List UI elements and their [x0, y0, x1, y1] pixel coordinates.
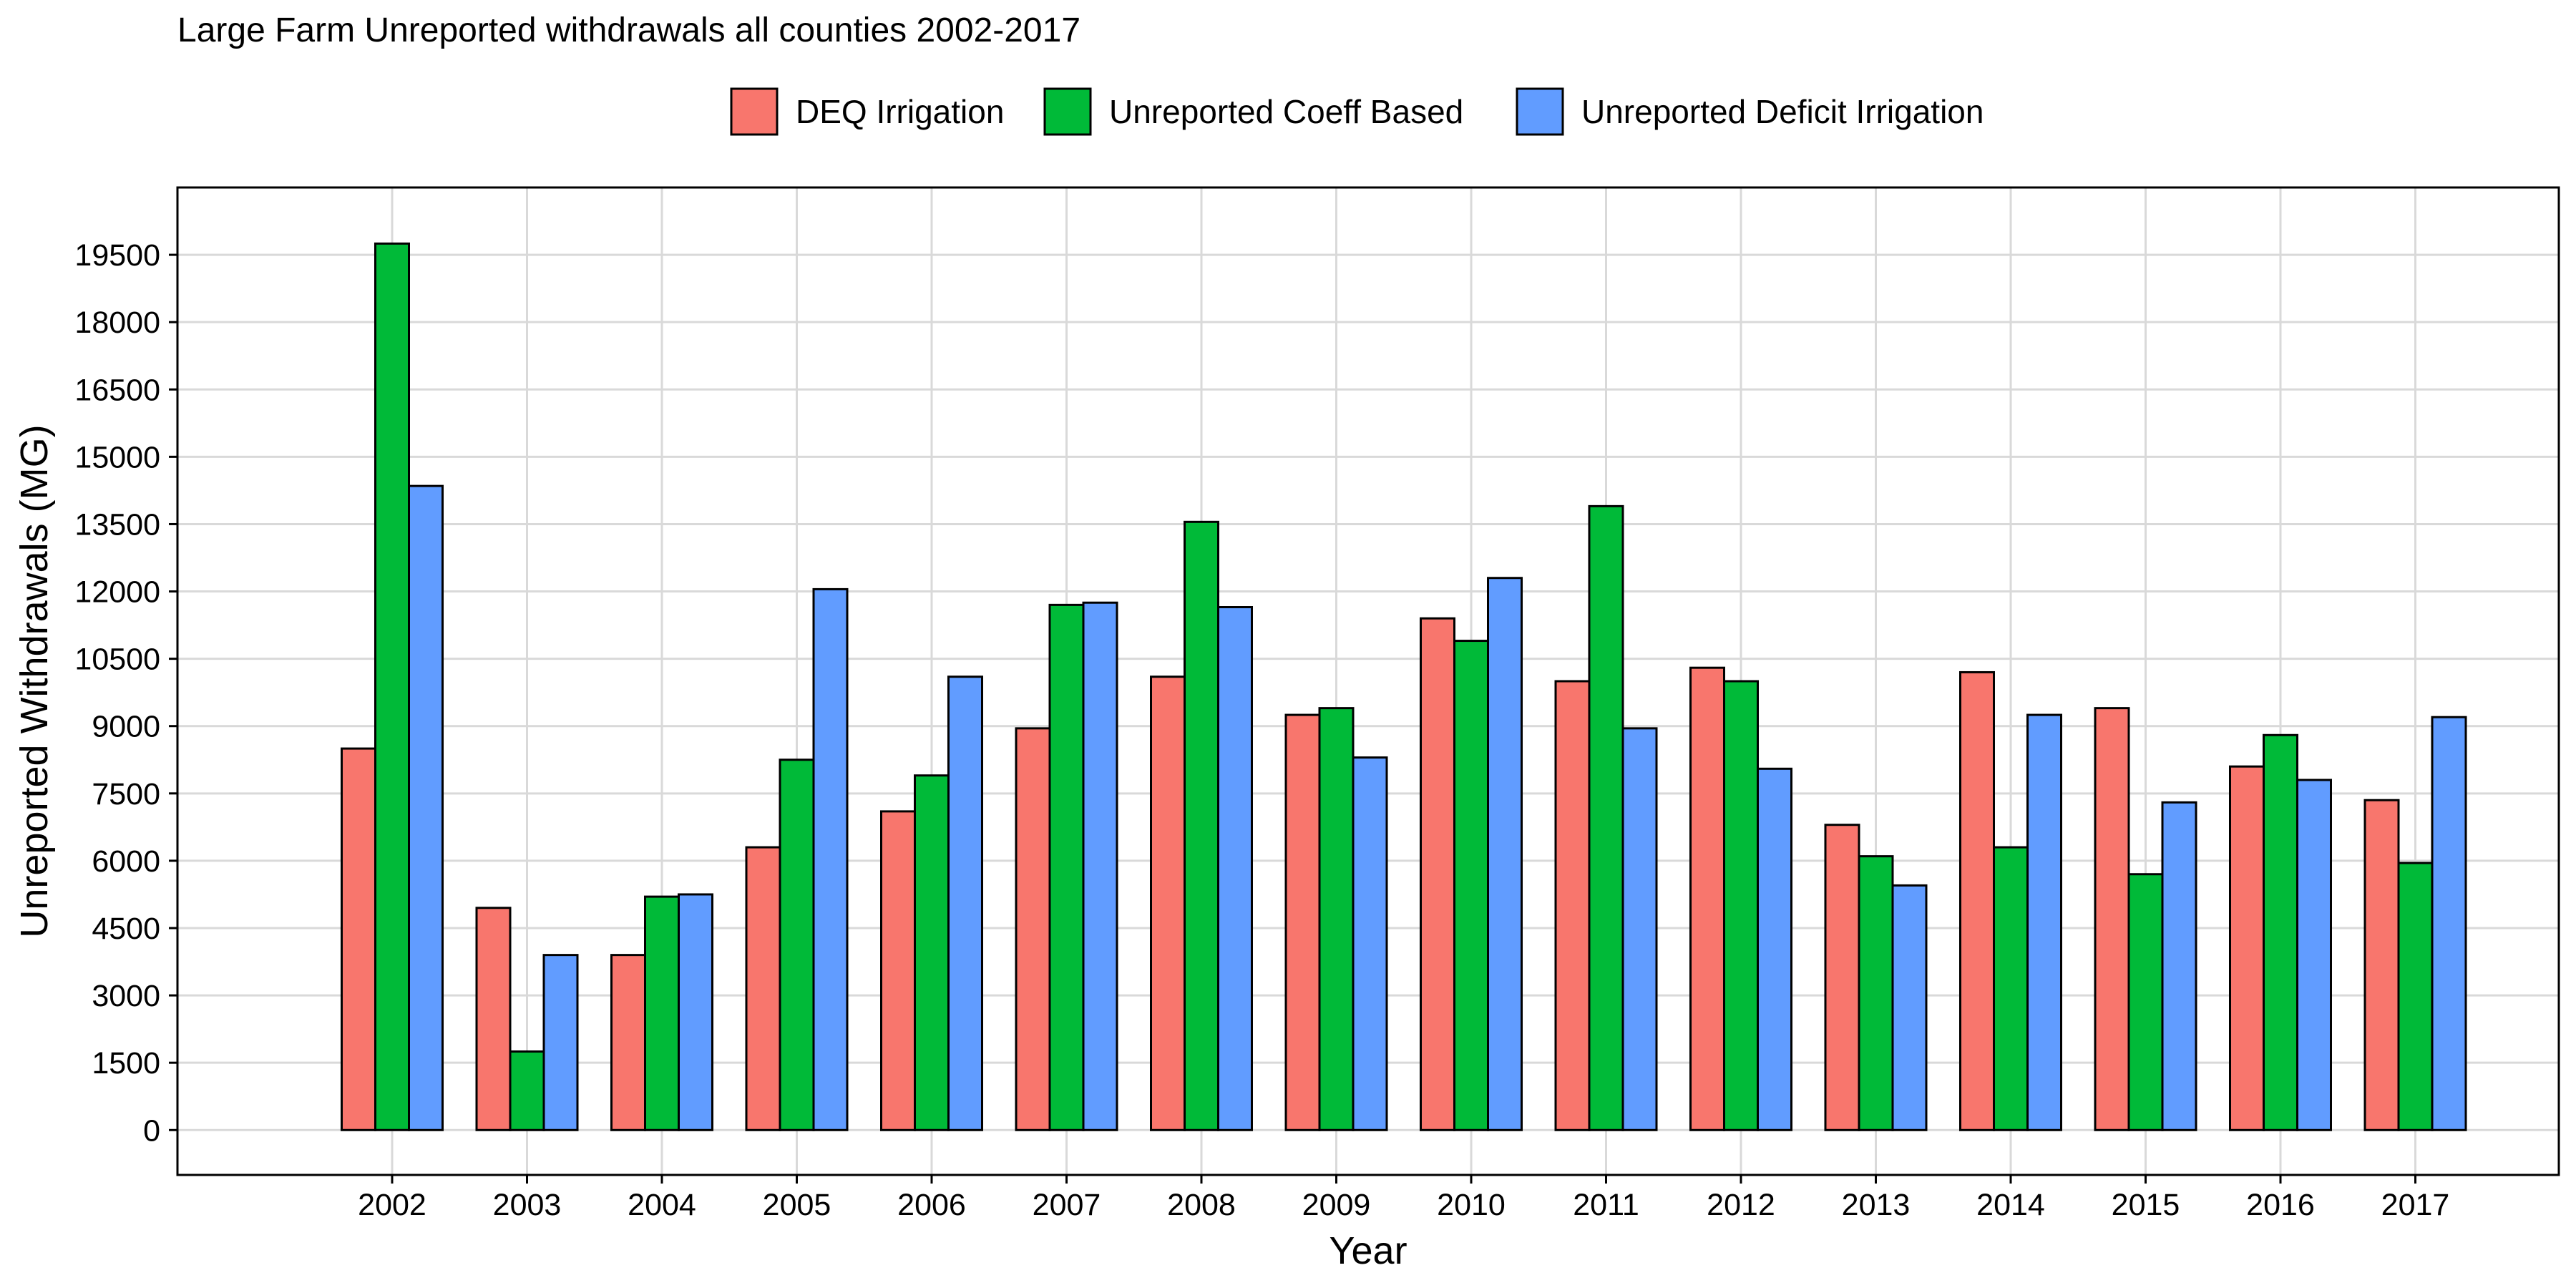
bar	[1048, 603, 1085, 1131]
bar	[2094, 707, 2130, 1131]
x-tick-label: 2004	[628, 1188, 696, 1222]
bar	[1318, 707, 1355, 1131]
bar	[2229, 765, 2265, 1131]
y-tick-label: 15000	[74, 440, 160, 474]
bar	[374, 242, 410, 1131]
legend-key	[1043, 87, 1092, 136]
bar	[2397, 862, 2434, 1131]
bar	[1150, 675, 1186, 1131]
y-tick-label: 18000	[74, 306, 160, 340]
x-tick-label: 2009	[1302, 1188, 1371, 1222]
y-tick-label: 13500	[74, 507, 160, 542]
x-tick-label: 2014	[1976, 1188, 2045, 1222]
legend-label: DEQ Irrigation	[796, 93, 1004, 130]
x-axis: 2002 2003 2004 2005 2006 2007 2008 2009 2010 2011…	[358, 1175, 2449, 1222]
y-tick-label: 4500	[92, 912, 160, 946]
bar	[678, 893, 713, 1131]
y-tick-label: 7500	[92, 777, 160, 811]
bar	[947, 675, 983, 1131]
y-axis-label: Unreported Withdrawals (MG)	[13, 424, 56, 937]
x-tick-label: 2013	[1842, 1188, 1911, 1222]
bar	[914, 774, 950, 1131]
bar	[1453, 640, 1489, 1131]
bar	[1689, 666, 1725, 1131]
bar	[542, 954, 579, 1131]
bar	[1723, 680, 1759, 1131]
bar	[1858, 855, 1894, 1131]
bar	[408, 484, 444, 1131]
y-tick-label: 12000	[74, 575, 160, 610]
bar	[2296, 779, 2332, 1131]
bar	[1757, 767, 1792, 1131]
y-tick-label: 10500	[74, 643, 160, 677]
x-tick-label: 2006	[897, 1188, 966, 1222]
legend: DEQ Irrigation Unreported Coeff Based Unre…	[730, 87, 1984, 136]
bar	[1621, 727, 1658, 1131]
x-tick-label: 2017	[2381, 1188, 2450, 1222]
bar	[1284, 713, 1321, 1131]
bar	[779, 758, 815, 1131]
x-tick-label: 2012	[1707, 1188, 1775, 1222]
x-tick-label: 2003	[493, 1188, 562, 1222]
y-tick-label: 19500	[74, 238, 160, 273]
bar	[1217, 606, 1253, 1131]
bar	[2431, 716, 2467, 1131]
x-axis-label: Year	[1329, 1229, 1407, 1272]
x-tick-label: 2010	[1437, 1188, 1506, 1222]
x-tick-label: 2008	[1167, 1188, 1236, 1222]
legend-label: Unreported Coeff Based	[1109, 93, 1463, 130]
bar	[745, 846, 781, 1131]
bar	[2263, 733, 2298, 1131]
bar	[880, 810, 916, 1131]
plot-panel-border	[176, 186, 2560, 1176]
bar	[1824, 824, 1860, 1131]
y-tick-label: 9000	[92, 710, 160, 744]
bar	[2026, 713, 2062, 1131]
legend-label: Unreported Deficit Irrigation	[1581, 93, 1984, 130]
y-tick-label: 6000	[92, 844, 160, 879]
bar	[1184, 520, 1219, 1131]
bar	[1015, 727, 1051, 1131]
chart-title: Large Farm Unreported withdrawals all co…	[177, 11, 1080, 49]
bar	[2363, 799, 2400, 1131]
bar	[610, 954, 646, 1131]
bar	[475, 907, 512, 1131]
bar	[1588, 504, 1624, 1131]
x-tick-label: 2007	[1033, 1188, 1101, 1222]
bar	[1352, 756, 1388, 1131]
bar	[2161, 801, 2197, 1131]
bar	[1487, 577, 1523, 1131]
bar	[1993, 846, 2029, 1131]
x-tick-label: 2002	[358, 1188, 426, 1222]
y-axis: 0 1500 3000 4500 6000 7500 9000 10500 12000 13500…	[74, 238, 177, 1148]
x-tick-label: 2011	[1573, 1188, 1639, 1222]
bar	[1082, 601, 1118, 1131]
y-tick-label: 1500	[92, 1046, 160, 1080]
bars	[341, 242, 2467, 1131]
bar	[644, 895, 680, 1131]
bar	[1891, 884, 1928, 1131]
y-tick-label: 3000	[92, 979, 160, 1013]
bar	[812, 587, 849, 1131]
bar	[1554, 680, 1591, 1131]
x-tick-label: 2016	[2246, 1188, 2315, 1222]
bar	[2127, 873, 2164, 1131]
bar	[509, 1050, 545, 1131]
bar	[1959, 670, 1995, 1131]
y-tick-label: 16500	[74, 373, 160, 407]
y-tick-label: 0	[143, 1113, 160, 1148]
bar	[1420, 617, 1455, 1131]
x-tick-label: 2015	[2112, 1188, 2180, 1222]
legend-key	[730, 87, 779, 136]
x-tick-label: 2005	[763, 1188, 831, 1222]
bar	[341, 747, 376, 1131]
legend-key	[1516, 87, 1564, 136]
